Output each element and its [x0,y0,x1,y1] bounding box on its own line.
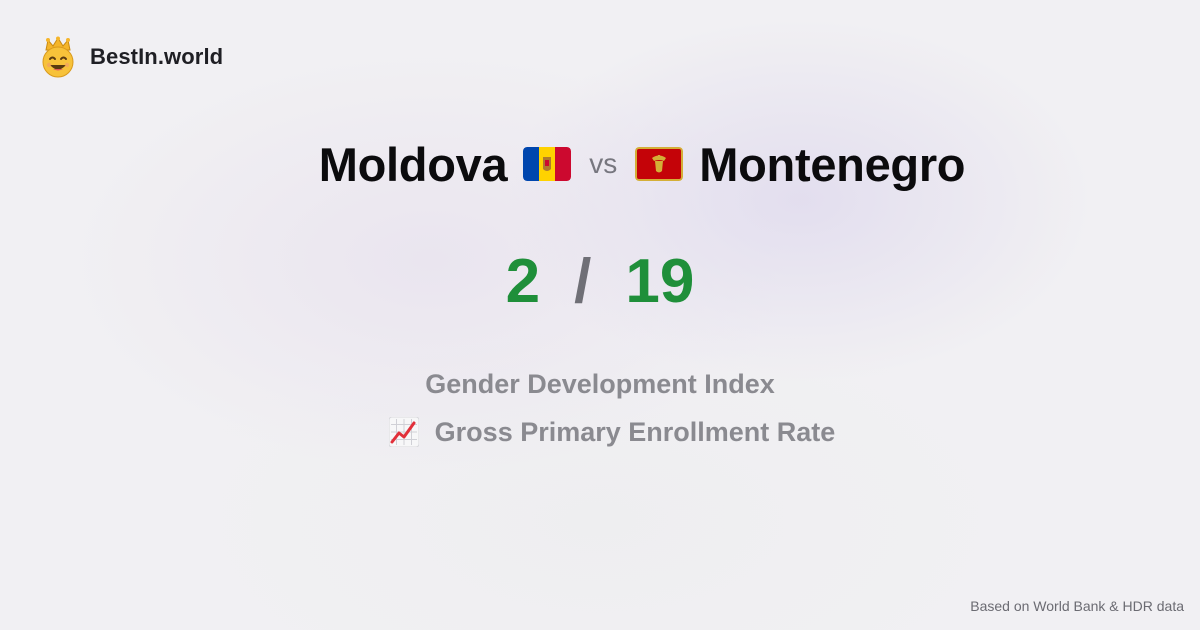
montenegro-flag-icon [635,147,684,181]
comparison-title: Moldova vs Montenegro [0,134,1200,194]
crown-smiley-icon [42,36,74,78]
score-separator: / [574,246,592,316]
metric-gender-development-index[interactable]: Gender Development Index [0,364,1200,404]
right-country-name[interactable]: Montenegro [699,137,966,191]
metric-gross-primary-enrollment-rate[interactable]: Gross Primary Enrollment Rate [0,412,1200,452]
metric-label: Gross Primary Enrollment Rate [434,416,836,447]
score-row: 2 / 19 [0,246,1200,316]
moldova-flag-icon [523,147,572,181]
brand[interactable]: BestIn.world [38,36,223,78]
metric-label: Gender Development Index [425,368,775,399]
left-score: 2 [505,246,541,316]
left-country-name[interactable]: Moldova [318,137,508,191]
vs-label: vs [589,148,618,179]
data-source-note: Based on World Bank & HDR data [970,598,1184,614]
right-score: 19 [625,246,695,316]
brand-name: BestIn.world [90,44,224,69]
chart-increasing-icon [388,417,419,447]
